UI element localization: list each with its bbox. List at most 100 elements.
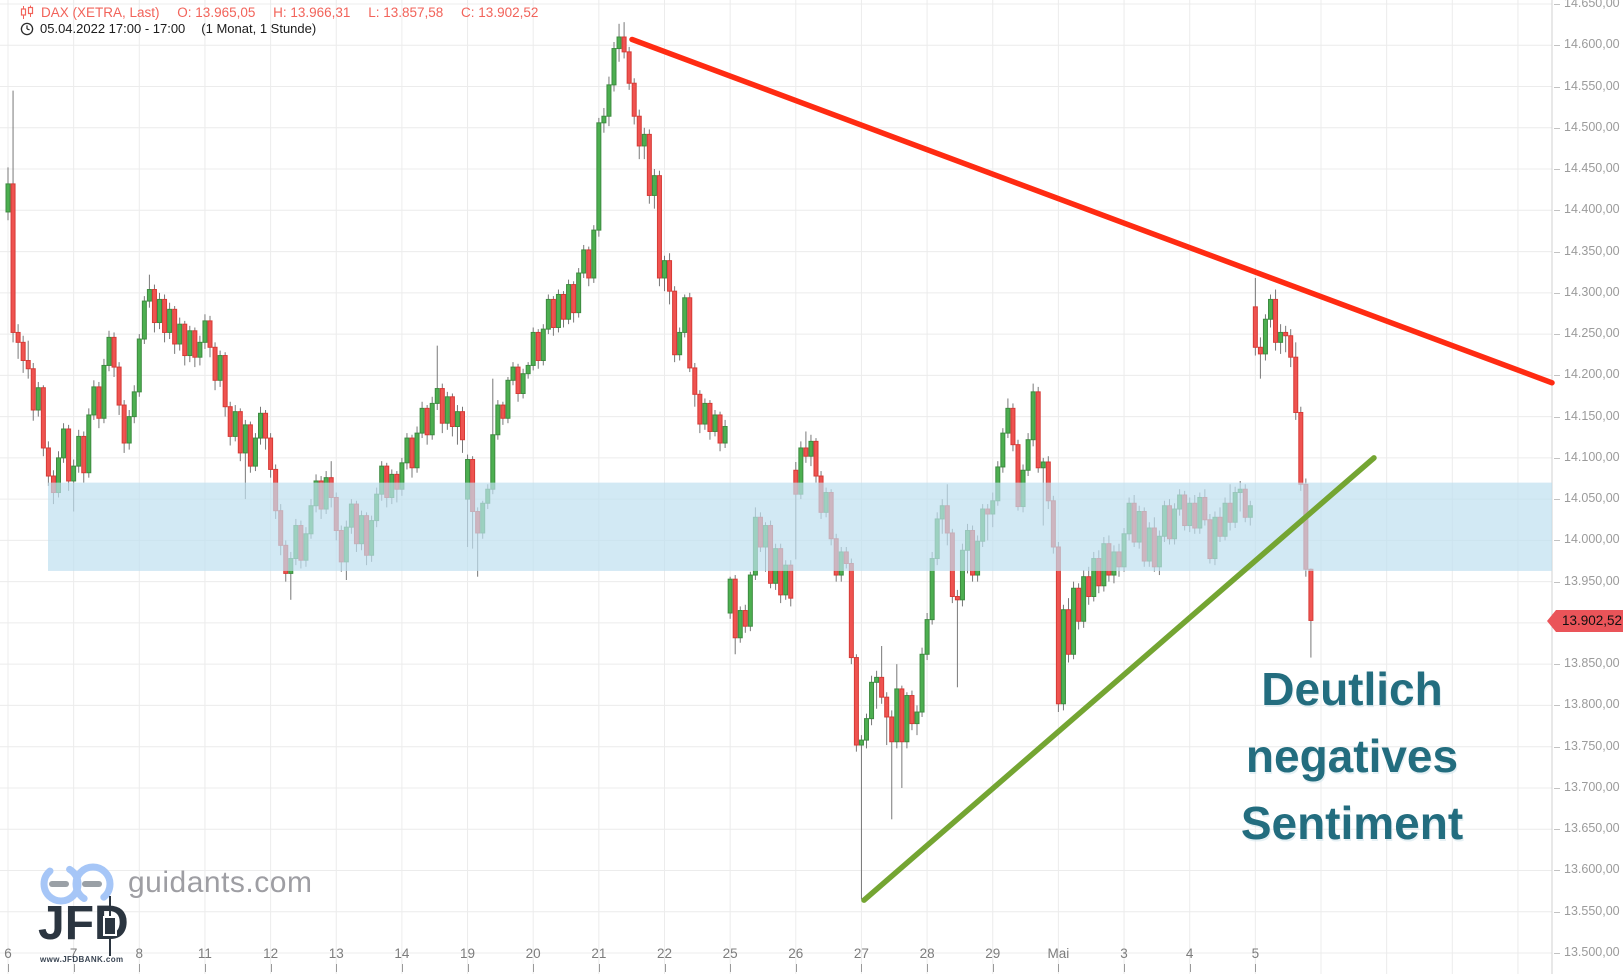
descending-resistance-trendline[interactable] [629, 36, 1555, 386]
candle-up[interactable] [864, 718, 869, 741]
candle-up[interactable] [611, 48, 617, 86]
candle-up[interactable] [904, 695, 910, 743]
candle-up[interactable] [5, 183, 11, 213]
support-zone[interactable] [48, 482, 1552, 571]
candle-down[interactable] [515, 366, 521, 395]
candle-down[interactable] [1298, 411, 1304, 485]
candle-up[interactable] [91, 386, 97, 416]
candle-down[interactable] [263, 412, 269, 439]
candle-up[interactable] [727, 578, 733, 614]
candle-down[interactable] [111, 336, 117, 368]
candle-up[interactable] [555, 293, 561, 328]
candle-up[interactable] [61, 428, 67, 459]
candle-down[interactable] [742, 610, 748, 627]
candle-down[interactable] [247, 424, 253, 467]
candle-down[interactable] [1273, 298, 1279, 343]
candle-up[interactable] [545, 298, 551, 330]
candle-up[interactable] [419, 407, 425, 434]
candle-up[interactable] [747, 574, 753, 627]
ascending-support-trendline[interactable] [861, 455, 1377, 903]
candle-down[interactable] [151, 289, 157, 324]
candle-down[interactable] [561, 293, 566, 320]
candle-down[interactable] [879, 676, 885, 698]
candle-down[interactable] [45, 447, 51, 477]
candle-up[interactable] [1040, 461, 1046, 469]
candle-up[interactable] [197, 341, 203, 358]
candle-up[interactable] [146, 289, 152, 302]
candle-down[interactable] [571, 284, 577, 314]
candle-up[interactable] [86, 414, 92, 474]
candle-down[interactable] [656, 175, 662, 279]
candle-down[interactable] [813, 440, 819, 477]
candle-down[interactable] [707, 402, 713, 432]
candle-down[interactable] [268, 437, 274, 470]
candle-down[interactable] [10, 183, 16, 333]
candle-down[interactable] [439, 388, 445, 424]
candle-down[interactable] [116, 366, 122, 406]
candle-up[interactable] [530, 331, 536, 366]
candle-down[interactable] [884, 696, 890, 718]
candle-down[interactable] [626, 51, 632, 84]
candle-down[interactable] [889, 716, 895, 743]
candle-up[interactable] [490, 434, 496, 490]
candle-up[interactable] [737, 610, 743, 639]
candle-up[interactable] [141, 300, 147, 340]
candle-up[interactable] [914, 711, 920, 725]
candle-up[interactable] [919, 653, 925, 713]
candle-down[interactable] [636, 115, 642, 147]
candle-up[interactable] [651, 175, 657, 196]
candle-up[interactable] [525, 364, 531, 375]
candle-down[interactable] [182, 323, 188, 357]
candle-up[interactable] [869, 681, 875, 720]
candle-down[interactable] [20, 341, 26, 361]
candle-up[interactable] [677, 331, 683, 356]
candle-down[interactable] [207, 320, 213, 348]
candle-up[interactable] [495, 404, 501, 436]
candle-up[interactable] [540, 328, 546, 361]
candle-down[interactable] [732, 578, 738, 639]
candle-down[interactable] [535, 331, 541, 361]
candle-down[interactable] [1086, 576, 1092, 598]
candle-up[interactable] [404, 437, 410, 464]
candle-up[interactable] [71, 465, 77, 482]
candle-up[interactable] [242, 424, 248, 454]
candle-up[interactable] [1060, 609, 1066, 705]
candle-down[interactable] [81, 435, 87, 474]
candle-down[interactable] [66, 428, 72, 482]
candle-up[interactable] [35, 387, 41, 411]
candle-down[interactable] [30, 368, 36, 411]
candle-up[interactable] [808, 440, 814, 457]
candle-up[interactable] [167, 308, 173, 333]
candle-down[interactable] [687, 297, 693, 369]
candle-up[interactable] [1081, 576, 1087, 622]
candle-up[interactable] [429, 402, 435, 436]
candle-up[interactable] [202, 320, 208, 343]
candle-down[interactable] [717, 414, 723, 444]
candle-down[interactable] [1066, 609, 1071, 655]
candle-down[interactable] [692, 367, 698, 395]
candle-down[interactable] [40, 387, 46, 449]
candle-down[interactable] [409, 437, 415, 469]
candle-up[interactable] [510, 366, 516, 381]
candle-up[interactable] [682, 297, 688, 333]
candle-up[interactable] [258, 412, 263, 439]
candle-down[interactable] [227, 406, 233, 437]
candle-down[interactable] [848, 562, 854, 659]
candle-down[interactable] [500, 404, 506, 419]
candle-down[interactable] [1308, 568, 1314, 621]
candle-up[interactable] [601, 115, 607, 124]
candle-up[interactable] [874, 676, 880, 683]
candle-up[interactable] [566, 284, 572, 320]
candle-down[interactable] [121, 404, 127, 444]
candle-down[interactable] [646, 133, 652, 196]
candle-down[interactable] [667, 260, 673, 292]
candle-up[interactable] [1278, 331, 1284, 343]
candle-up[interactable] [1262, 318, 1268, 355]
candle-up[interactable] [606, 84, 612, 117]
candle-up[interactable] [1000, 432, 1006, 468]
candle-up[interactable] [924, 619, 930, 655]
candle-up[interactable] [1030, 391, 1036, 441]
candle-down[interactable] [672, 290, 678, 356]
candle-up[interactable] [1025, 439, 1031, 471]
